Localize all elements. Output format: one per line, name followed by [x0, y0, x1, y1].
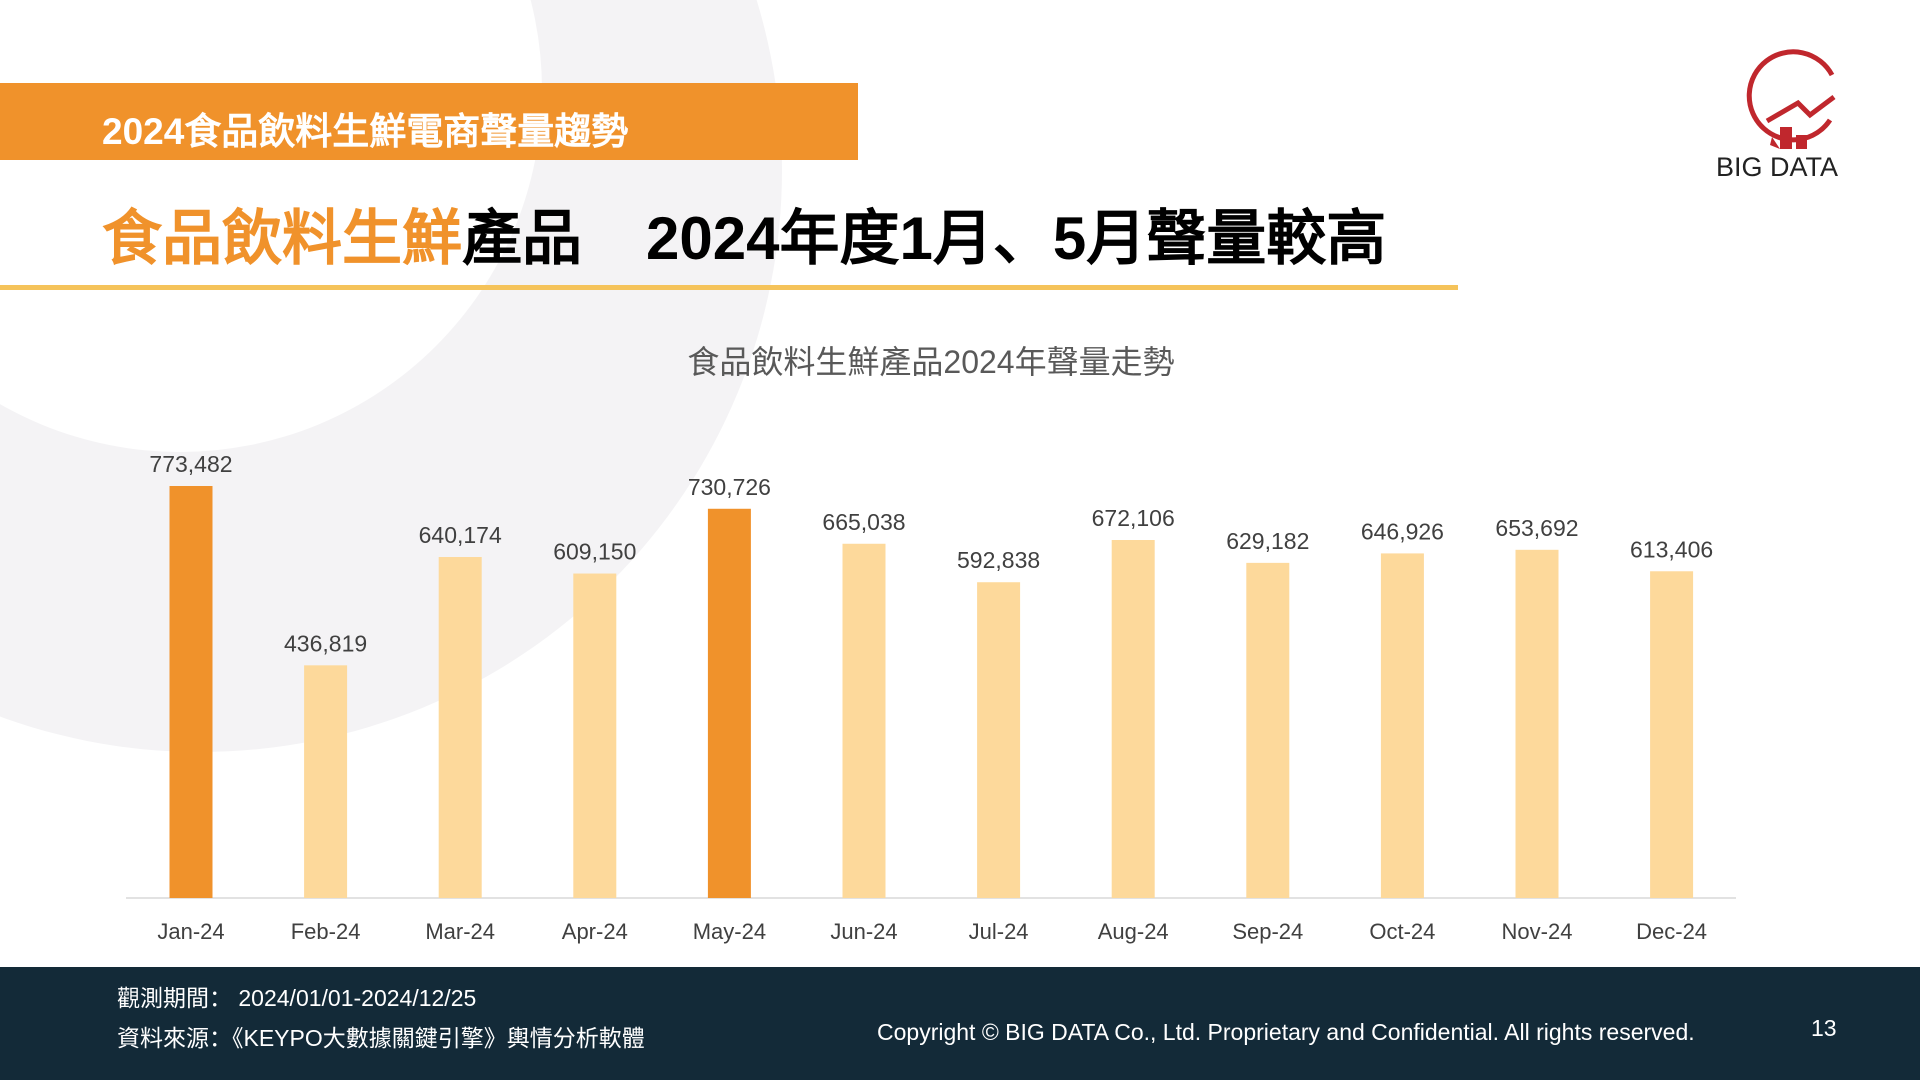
bar-may-24 [707, 508, 751, 898]
footer: 觀測期間： 2024/01/01-2024/12/25 資料來源：《KEYPO大… [0, 967, 1920, 1080]
x-tick-label: Apr-24 [562, 919, 628, 944]
banner-text: 2024食品飲料生鮮電商聲量趨勢 [102, 111, 629, 152]
observation-period: 觀測期間： 2024/01/01-2024/12/25 [117, 985, 477, 1011]
page-number: 13 [1811, 1015, 1837, 1041]
bar-jan-24 [169, 486, 213, 898]
bar-jul-24 [977, 582, 1021, 898]
title-highlight: 食品飲料生鮮 [102, 205, 462, 272]
data-label: 653,692 [1495, 515, 1578, 541]
chart-title: 食品飲料生鮮產品2024年聲量走勢 [687, 344, 1174, 380]
data-label: 646,926 [1361, 518, 1444, 544]
data-label: 609,150 [553, 539, 636, 565]
page-title: 食品飲料生鮮產品 2024年度1月、5月聲量較高 [102, 190, 1386, 277]
section-banner: 2024食品飲料生鮮電商聲量趨勢 [0, 83, 858, 160]
data-label: 640,174 [419, 522, 502, 548]
bar-aug-24 [1111, 539, 1155, 898]
data-label: 773,482 [149, 451, 232, 477]
copyright: Copyright © BIG DATA Co., Ltd. Proprieta… [877, 1019, 1695, 1045]
bar-feb-24 [304, 665, 348, 898]
bar-apr-24 [573, 573, 617, 898]
data-label: 665,038 [822, 509, 905, 535]
data-source: 資料來源：《KEYPO大數據關鍵引擎》輿情分析軟體 [117, 1025, 645, 1051]
data-label: 436,819 [284, 630, 367, 656]
title-divider [0, 285, 1458, 290]
x-tick-label: Nov-24 [1502, 919, 1573, 944]
x-tick-label: Sep-24 [1232, 919, 1303, 944]
title-part1: 產品 [462, 205, 582, 272]
x-tick-label: Jun-24 [830, 919, 897, 944]
data-label: 613,406 [1630, 536, 1713, 562]
data-label: 672,106 [1092, 505, 1175, 531]
logo-text: BIG DATA [1716, 152, 1839, 182]
bar-sep-24 [1246, 562, 1290, 898]
bar-dec-24 [1650, 571, 1694, 898]
bar-chart: 食品飲料生鮮產品2024年聲量走勢 773,482 Jan-24 436,819 Fe… [126, 344, 1736, 944]
bar-nov-24 [1515, 549, 1559, 898]
x-tick-label: May-24 [693, 919, 766, 944]
big-data-logo-icon [1746, 49, 1836, 149]
data-label: 730,726 [688, 474, 771, 500]
x-tick-label: Feb-24 [291, 919, 361, 944]
bar-mar-24 [438, 557, 482, 898]
bar-jun-24 [842, 543, 886, 898]
x-tick-label: Mar-24 [425, 919, 495, 944]
x-tick-label: Jul-24 [969, 919, 1029, 944]
title-part2: 2024年度1月、5月聲量較高 [646, 205, 1387, 272]
x-tick-label: Aug-24 [1098, 919, 1169, 944]
x-tick-label: Jan-24 [157, 919, 224, 944]
x-tick-label: Oct-24 [1369, 919, 1435, 944]
data-label: 629,182 [1226, 528, 1309, 554]
bar-oct-24 [1380, 553, 1424, 898]
data-label: 592,838 [957, 547, 1040, 573]
x-tick-label: Dec-24 [1636, 919, 1707, 944]
